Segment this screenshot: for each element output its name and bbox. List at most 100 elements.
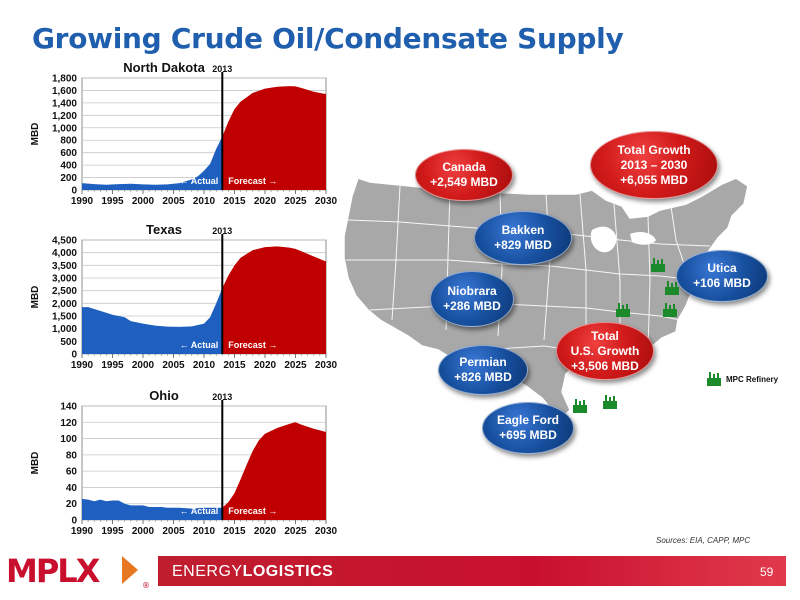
- y-tick-label: 1,400: [52, 98, 77, 109]
- y-tick-label: 400: [60, 161, 77, 172]
- forecast-area: [222, 246, 326, 354]
- total-us-growth-bubble-line: U.S. Growth: [570, 343, 640, 358]
- y-tick-label: 80: [66, 450, 78, 461]
- y-tick-label: 0: [71, 516, 77, 527]
- y-tick-label: 600: [60, 148, 77, 159]
- x-tick-label: 1990: [71, 526, 94, 537]
- refinery-legend: MPC Refinery: [706, 371, 778, 387]
- y-tick-label: 800: [60, 136, 77, 147]
- x-tick-label: 2000: [132, 196, 155, 207]
- utica-bubble-line: Utica: [707, 261, 737, 275]
- total-growth-bubble-line: +6,055 MBD: [620, 172, 688, 187]
- x-tick-label: 2020: [254, 526, 277, 537]
- x-tick-label: 2000: [132, 360, 155, 371]
- actual-area: [82, 288, 223, 354]
- x-tick-label: 1995: [101, 196, 124, 207]
- niobrara-bubble: Niobrara +286 MBD: [430, 271, 514, 327]
- eagle-ford-bubble: Eagle Ford +695 MBD: [482, 402, 574, 454]
- y-tick-label: 1,000: [52, 123, 77, 134]
- permian-bubble-line: +826 MBD: [454, 370, 512, 384]
- refinery-icon: [707, 372, 721, 386]
- refinery-icon: [603, 395, 617, 409]
- forecast-area: [222, 422, 326, 520]
- y-tick-label: 2,500: [52, 286, 77, 297]
- y-tick-label: 20: [66, 499, 78, 510]
- y-tick-label: 3,500: [52, 261, 77, 272]
- y-tick-label: 120: [60, 418, 77, 429]
- y-tick-label: 0: [71, 186, 77, 197]
- permian-bubble-line: Permian: [459, 355, 507, 369]
- x-tick-label: 2005: [162, 196, 185, 207]
- utica-bubble: Utica +106 MBD: [676, 250, 768, 302]
- niobrara-bubble-line: Niobrara: [447, 284, 497, 298]
- eagle-ford-bubble-line: Eagle Ford: [496, 413, 559, 427]
- divider-label: 2013: [212, 392, 232, 402]
- total-growth-bubble-line: Total Growth: [617, 142, 691, 157]
- x-tick-label: 1990: [71, 196, 94, 207]
- y-tick-label: 0: [71, 350, 77, 361]
- y-tick-label: 1,500: [52, 312, 77, 323]
- total-us-growth-bubble: Total U.S. Growth +3,506 MBD: [556, 322, 654, 380]
- x-tick-label: 1995: [101, 526, 124, 537]
- y-tick-label: 1,600: [52, 86, 77, 97]
- ohio-chart: 0 20 40 60 80 100 120 140 1990 1995 2000 2005 2010 20…: [30, 388, 338, 537]
- actual-area: [82, 136, 223, 190]
- x-tick-label: 2030: [315, 360, 338, 371]
- utica-bubble-line: +106 MBD: [693, 276, 751, 290]
- bakken-bubble: Bakken +829 MBD: [474, 211, 572, 265]
- total-growth-bubble: Total Growth 2013 – 2030 +6,055 MBD: [590, 131, 718, 199]
- actual-area: [82, 498, 223, 520]
- bakken-bubble-line: +829 MBD: [494, 238, 552, 252]
- x-tick-label: 2010: [193, 360, 216, 371]
- x-tick-label: 2025: [284, 360, 307, 371]
- y-tick-label: 1,200: [52, 111, 77, 122]
- refinery-icon: [665, 281, 679, 295]
- footer-bar: [158, 556, 786, 586]
- x-tick-label: 2025: [284, 526, 307, 537]
- y-tick-label: 40: [66, 483, 78, 494]
- x-tick-label: 2020: [254, 196, 277, 207]
- x-tick-label: 2025: [284, 196, 307, 207]
- y-tick-label: 3,000: [52, 274, 77, 285]
- x-tick-label: 2005: [162, 360, 185, 371]
- sources-note: Sources: EIA, CAPP, MPC: [656, 536, 751, 545]
- y-tick-label: 4,000: [52, 248, 77, 259]
- refinery-icon: [663, 303, 677, 317]
- actual-label: ← Actual: [180, 506, 219, 516]
- refinery-icon: [573, 399, 587, 413]
- total-us-growth-bubble-line: +3,506 MBD: [571, 358, 639, 373]
- x-tick-label: 2015: [223, 526, 246, 537]
- y-tick-label: 2,000: [52, 299, 77, 310]
- x-tick-label: 2005: [162, 526, 185, 537]
- y-tick-label: 60: [66, 467, 78, 478]
- y-axis-label: MBD: [30, 452, 41, 475]
- y-tick-label: 1,000: [52, 324, 77, 335]
- chart-title: North Dakota: [123, 60, 205, 75]
- y-tick-label: 100: [60, 434, 77, 445]
- y-axis-label: MBD: [30, 286, 41, 309]
- mplx-logo: MPLX ®: [6, 552, 150, 590]
- footer-brand: ENERGYLOGISTICS: [172, 563, 334, 580]
- divider-label: 2013: [212, 226, 232, 236]
- y-tick-label: 4,500: [52, 236, 77, 247]
- chart-title: Ohio: [149, 388, 179, 403]
- canada-bubble-line: +2,549 MBD: [430, 175, 498, 189]
- refinery-legend-label: MPC Refinery: [726, 374, 779, 384]
- chart-title: Texas: [146, 222, 182, 237]
- actual-label: ← Actual: [180, 340, 219, 350]
- x-tick-label: 2010: [193, 196, 216, 207]
- page-title: Growing Crude Oil/Condensate Supply: [32, 22, 624, 55]
- divider-label: 2013: [212, 64, 232, 74]
- x-tick-label: 1990: [71, 360, 94, 371]
- y-tick-label: 500: [60, 337, 77, 348]
- page-number: 59: [760, 565, 774, 579]
- x-tick-label: 2020: [254, 360, 277, 371]
- canada-bubble-line: Canada: [442, 160, 486, 174]
- great-lakes: [590, 226, 656, 253]
- x-tick-label: 2010: [193, 526, 216, 537]
- forecast-label: Forecast →: [228, 176, 277, 186]
- x-tick-label: 2015: [223, 196, 246, 207]
- x-tick-label: 2000: [132, 526, 155, 537]
